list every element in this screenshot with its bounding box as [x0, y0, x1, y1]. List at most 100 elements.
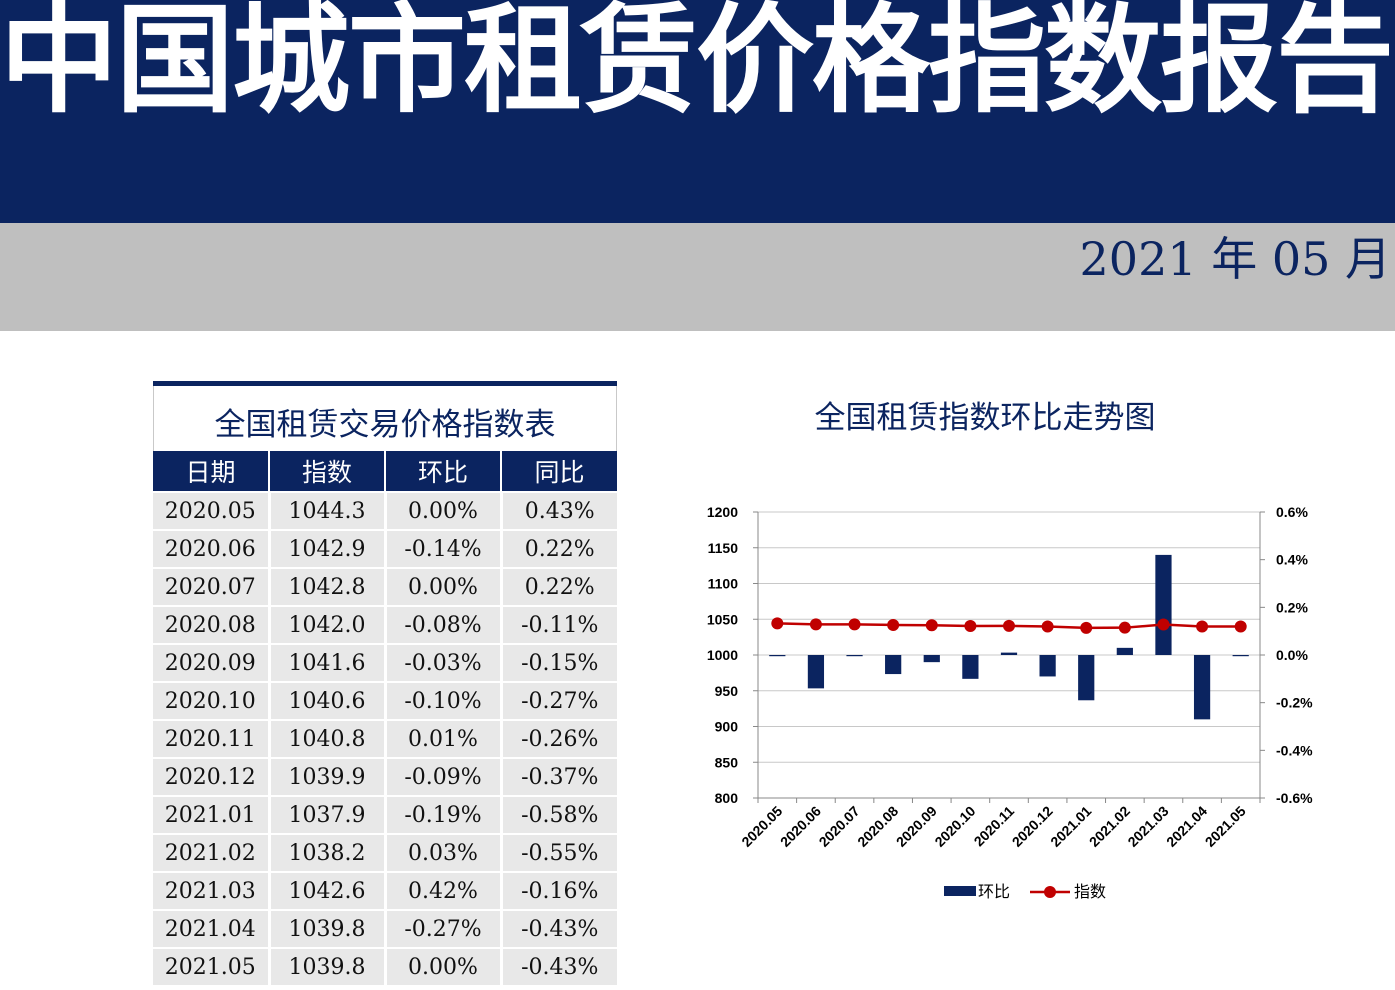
table-row: 2020.12 1039.9 -0.09% -0.37%: [153, 757, 617, 796]
bar-mom: [962, 655, 979, 679]
index-table-panel: 全国租赁交易价格指数表 日期 指数 环比 同比 2020.05 1044.3 0.0…: [153, 381, 617, 985]
cell-date: 2020.05: [153, 491, 269, 530]
bar-mom: [846, 655, 863, 657]
right-axis-tick-label: 0.4%: [1276, 552, 1308, 568]
cell-date: 2020.11: [153, 719, 269, 758]
cell-date: 2021.01: [153, 795, 269, 834]
cell-mom: 0.03%: [383, 833, 501, 872]
index-point: [1080, 621, 1093, 634]
left-axis-tick-label: 800: [715, 790, 739, 806]
cell-index: 1044.3: [267, 491, 385, 530]
index-point: [1041, 620, 1054, 633]
cell-index: 1042.0: [267, 605, 385, 644]
table-row: 2020.08 1042.0 -0.08% -0.11%: [153, 605, 617, 644]
index-point: [1234, 620, 1247, 633]
index-point: [1196, 620, 1209, 633]
table-row: 2021.02 1038.2 0.03% -0.55%: [153, 833, 617, 872]
x-axis-tick-label: 2021.04: [1163, 803, 1210, 850]
table-row: 2021.04 1039.8 -0.27% -0.43%: [153, 909, 617, 948]
table-row: 2020.10 1040.6 -0.10% -0.27%: [153, 681, 617, 720]
table-row: 2020.09 1041.6 -0.03% -0.15%: [153, 643, 617, 682]
x-axis-tick-label: 2021.03: [1124, 803, 1171, 850]
x-axis-tick-label: 2021.01: [1047, 803, 1094, 850]
left-axis-tick-label: 1050: [707, 611, 738, 627]
bar-mom: [1232, 655, 1249, 657]
x-axis-tick-label: 2020.07: [816, 803, 863, 850]
col-header-mom: 环比: [384, 451, 501, 492]
table-title: 全国租赁交易价格指数表: [153, 386, 617, 451]
cell-yoy: -0.58%: [499, 795, 617, 834]
index-point: [848, 618, 861, 631]
x-axis-tick-label: 2021.05: [1202, 803, 1249, 850]
x-axis-tick-label: 2020.11: [971, 803, 1018, 850]
col-header-yoy: 同比: [500, 451, 617, 492]
x-axis-tick-label: 2020.06: [777, 803, 824, 850]
cell-yoy: 0.22%: [499, 529, 617, 568]
cell-date: 2020.06: [153, 529, 269, 568]
cell-date: 2020.12: [153, 757, 269, 796]
bar-mom: [1000, 652, 1018, 655]
bar-mom: [885, 655, 902, 675]
index-point: [1003, 619, 1015, 632]
left-axis-tick-label: 900: [715, 719, 739, 735]
table-row: 2020.05 1044.3 0.00% 0.43%: [153, 491, 617, 530]
bar-mom: [1193, 655, 1211, 720]
report-date: 2021 年 05 月: [1079, 232, 1391, 286]
index-point: [887, 618, 900, 631]
table-row: 2020.06 1042.9 -0.14% 0.22%: [153, 529, 617, 568]
x-axis-tick-label: 2020.12: [1009, 803, 1056, 850]
header-banner: 中国城市租赁价格指数报告: [0, 0, 1395, 223]
cell-index: 1042.9: [267, 529, 385, 568]
cell-mom: -0.03%: [383, 643, 501, 682]
cell-date: 2021.05: [153, 947, 269, 985]
index-point: [809, 618, 822, 631]
left-axis-tick-label: 1150: [708, 540, 739, 556]
bar-mom: [1039, 655, 1056, 677]
right-axis-tick-label: 0.0%: [1276, 647, 1308, 663]
cell-index: 1039.9: [267, 757, 385, 796]
x-axis-tick-label: 2020.08: [854, 803, 901, 850]
cell-mom: 0.00%: [383, 567, 501, 606]
cell-date: 2020.10: [153, 681, 269, 720]
table-row: 2021.05 1039.8 0.00% -0.43%: [153, 947, 617, 985]
right-axis-tick-label: 0.2%: [1276, 599, 1308, 615]
bar-mom: [769, 655, 786, 657]
left-axis-tick-label: 950: [715, 683, 739, 699]
cell-mom: -0.08%: [383, 605, 501, 644]
legend-swatch-mom: [944, 886, 976, 896]
cell-index: 1042.8: [267, 567, 385, 606]
cell-mom: -0.14%: [383, 529, 501, 568]
index-point: [1118, 621, 1131, 634]
cell-mom: 0.01%: [383, 719, 501, 758]
x-axis-tick-label: 2020.09: [893, 803, 940, 850]
cell-yoy: -0.27%: [499, 681, 617, 720]
bar-mom: [1155, 554, 1172, 655]
cell-yoy: -0.43%: [499, 909, 617, 948]
table-row: 2020.11 1040.8 0.01% -0.26%: [153, 719, 617, 758]
legend-label-mom: 环比: [978, 882, 1010, 901]
legend-marker-index: [1044, 886, 1056, 898]
cell-yoy: -0.11%: [499, 605, 617, 644]
cell-index: 1037.9: [267, 795, 385, 834]
left-axis-tick-label: 850: [715, 754, 739, 770]
cell-yoy: -0.16%: [499, 871, 617, 910]
cell-yoy: 0.43%: [499, 491, 617, 530]
cell-date: 2020.08: [153, 605, 269, 644]
bar-mom: [1116, 647, 1133, 655]
cell-index: 1041.6: [267, 643, 385, 682]
table-header-row: 日期 指数 环比 同比: [153, 451, 617, 492]
cell-mom: -0.09%: [383, 757, 501, 796]
cell-yoy: -0.37%: [499, 757, 617, 796]
cell-index: 1042.6: [267, 871, 385, 910]
index-point: [964, 619, 977, 632]
cell-yoy: -0.55%: [499, 833, 617, 872]
table-row: 2021.03 1042.6 0.42% -0.16%: [153, 871, 617, 910]
cell-date: 2020.07: [153, 567, 269, 606]
cell-index: 1039.8: [267, 947, 385, 985]
table-row: 2020.07 1042.8 0.00% 0.22%: [153, 567, 617, 606]
left-axis-tick-label: 1200: [707, 504, 738, 520]
report-title: 中国城市租赁价格指数报告: [0, 0, 1394, 126]
cell-date: 2021.04: [153, 909, 269, 948]
date-bar: 2021 年 05 月: [0, 223, 1395, 331]
bar-mom: [1078, 655, 1095, 701]
